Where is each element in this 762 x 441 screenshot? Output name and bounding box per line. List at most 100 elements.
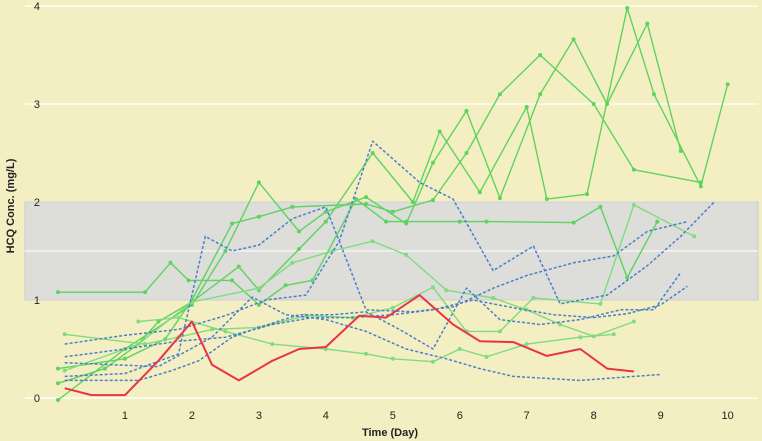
- series-point: [370, 151, 375, 155]
- series-point: [290, 204, 295, 209]
- series-lines: [56, 5, 730, 402]
- series-point: [605, 102, 610, 106]
- series-point: [430, 285, 435, 290]
- series-point: [364, 201, 369, 206]
- series-point: [571, 37, 576, 42]
- series-point: [651, 92, 656, 97]
- series-line-2: [57, 7, 729, 384]
- series-point: [223, 329, 228, 334]
- series-point: [143, 342, 148, 347]
- series-point: [464, 151, 469, 155]
- series-point: [531, 296, 536, 301]
- series-point: [497, 196, 502, 201]
- x-tick-labels: 1 2 3 4 5 6 7 8 9 10: [122, 410, 734, 422]
- series-point: [497, 92, 502, 97]
- series-point: [256, 214, 261, 219]
- series-line-9: [64, 206, 688, 378]
- series-point: [404, 252, 409, 257]
- x-tick-label: 2: [189, 410, 195, 422]
- series-point: [370, 239, 375, 244]
- series-point: [223, 249, 228, 253]
- series-point: [497, 329, 502, 334]
- series-point: [390, 209, 395, 214]
- series-point: [136, 342, 141, 347]
- series-point: [625, 275, 630, 280]
- series-point: [524, 307, 529, 312]
- series-point: [156, 319, 161, 324]
- series-point: [484, 354, 489, 359]
- series-line-11: [64, 296, 661, 382]
- series-point: [538, 53, 543, 57]
- series-point: [168, 260, 173, 265]
- series-point: [384, 219, 389, 224]
- series-point: [491, 296, 496, 301]
- series-point: [323, 209, 328, 214]
- series-point: [430, 359, 435, 364]
- series-point: [283, 283, 288, 288]
- series-point: [297, 247, 302, 252]
- x-tick-label: 4: [323, 410, 329, 422]
- series-point: [524, 342, 529, 347]
- series-point: [598, 204, 603, 209]
- x-tick-label: 10: [721, 410, 733, 422]
- series-point: [725, 82, 730, 87]
- x-tick-label: 1: [122, 410, 128, 422]
- series-point: [390, 356, 395, 361]
- x-tick-label: 3: [256, 410, 262, 422]
- series-point: [102, 366, 107, 371]
- y-tick-label: 1: [34, 295, 40, 307]
- series-point: [136, 319, 141, 324]
- series-point: [625, 5, 630, 10]
- series-point: [230, 221, 235, 226]
- series-point: [584, 192, 589, 197]
- series-point: [692, 234, 697, 239]
- x-tick-label: 8: [591, 410, 597, 422]
- series-point: [645, 21, 650, 26]
- series-point: [464, 108, 469, 113]
- series-point: [558, 322, 563, 327]
- series-point: [655, 219, 660, 224]
- y-tick-label: 3: [34, 99, 40, 111]
- series-point: [62, 332, 67, 337]
- reference-band: [24, 201, 759, 301]
- series-point: [457, 219, 462, 224]
- series-point: [186, 278, 191, 283]
- series-point: [56, 366, 60, 371]
- series-point: [538, 92, 543, 97]
- series-point: [189, 302, 194, 307]
- series-point: [122, 356, 127, 361]
- x-tick-label: 9: [658, 410, 664, 422]
- x-axis-title: Time (Day): [362, 427, 418, 439]
- series-point: [611, 332, 616, 337]
- series-point: [256, 180, 261, 185]
- series-point: [524, 104, 529, 109]
- series-point: [544, 197, 549, 202]
- series-point: [56, 397, 60, 402]
- series-point: [256, 286, 261, 291]
- series-point: [176, 315, 181, 320]
- series-point: [323, 219, 328, 224]
- series-point: [591, 102, 596, 106]
- series-point: [62, 368, 67, 373]
- series-line-10: [64, 272, 682, 382]
- series-point: [698, 184, 703, 189]
- y-axis-title: HCQ Conc. (mg/L): [5, 158, 17, 253]
- series-point: [364, 195, 369, 200]
- series-point: [457, 347, 462, 351]
- series-point: [56, 381, 60, 386]
- y-tick-label: 2: [34, 197, 40, 209]
- series-point: [430, 198, 435, 203]
- series-point: [678, 149, 683, 154]
- series-line-12: [64, 285, 688, 358]
- series-point: [236, 264, 241, 269]
- y-tick-labels: 0 1 2 3 4: [34, 1, 40, 405]
- series-point: [444, 288, 449, 293]
- series-point: [297, 229, 302, 234]
- series-point: [477, 190, 482, 195]
- x-tick-label: 7: [524, 410, 530, 422]
- series-point: [256, 302, 261, 307]
- series-point: [631, 167, 636, 172]
- x-tick-label: 5: [390, 410, 396, 422]
- y-tick-label: 4: [34, 1, 40, 13]
